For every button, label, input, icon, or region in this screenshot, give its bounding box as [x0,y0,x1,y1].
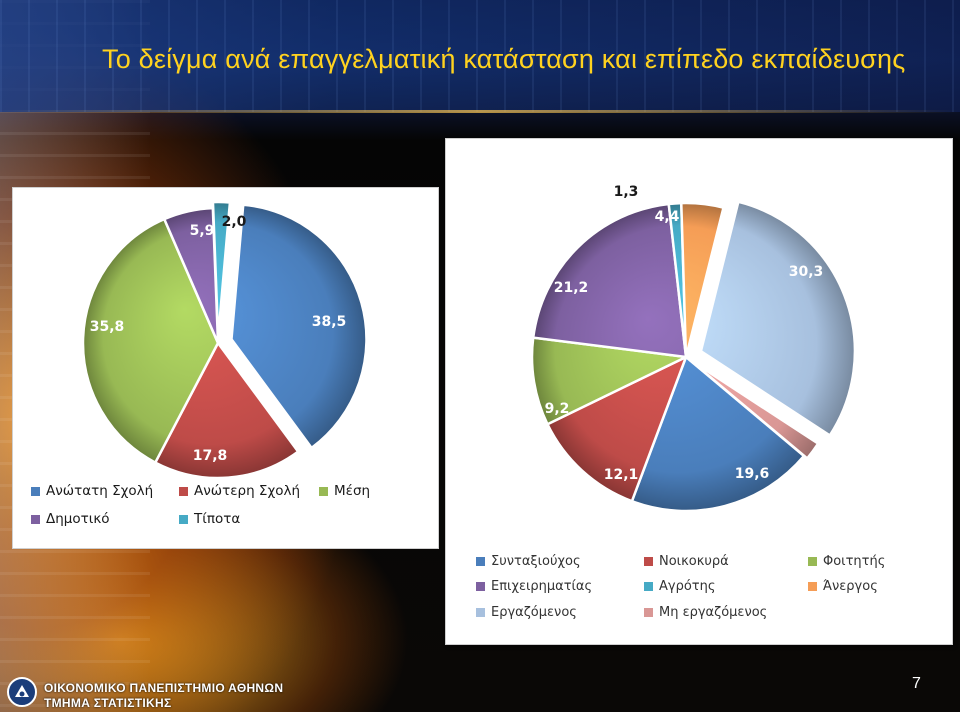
occupation-value-label-2: 12,1 [604,467,639,483]
occupation-legend-item-1: Συνταξιούχος [476,554,581,569]
occupation-legend-swatch-5 [644,582,653,591]
occupation-legend-item-6: Άνεργος [808,579,878,594]
occupation-slice-7 [699,200,857,437]
education-value-label-5: 2,0 [222,214,247,230]
header-band [0,0,960,112]
footer-department: ΤΜΗΜΑ ΣΤΑΤΙΣΤΙΚΗΣ [44,696,172,710]
education-legend-label-3: Μέση [334,483,371,499]
occupation-legend-item-2: Νοικοκυρά [644,554,729,569]
occupation-legend-swatch-6 [808,582,817,591]
occupation-legend-item-7: Εργαζόμενος [476,605,577,620]
occupation-legend-label-1: Συνταξιούχος [491,554,581,569]
education-legend-swatch-1 [31,486,40,496]
occupation-value-label-5: 1,3 [614,184,639,200]
education-chart-panel: 38,5 17,8 35,8 5,9 2,0 Ανώτατη Σχολή Ανώτερη … [12,187,439,549]
occupation-pie-chart: 19,6 12,1 9,2 21,2 1,3 4,4 30,3 [530,184,857,513]
occupation-legend-swatch-8 [644,608,653,617]
occupation-slice-2 [546,355,688,503]
education-value-label-2: 17,8 [193,448,228,464]
education-legend-swatch-2 [179,486,188,496]
occupation-slice-3 [530,336,688,426]
occupation-value-label-3: 9,2 [545,401,570,417]
education-legend-swatch-4 [31,514,40,524]
occupation-legend-label-5: Αγρότης [659,579,716,594]
occupation-legend-label-7: Εργαζόμενος [491,605,577,620]
education-value-label-4: 5,9 [190,223,215,239]
education-legend-label-2: Ανώτερη Σχολή [194,483,301,499]
occupation-legend-label-4: Επιχειρηματίας [491,579,593,594]
education-legend-label-5: Τίποτα [194,511,241,527]
education-slice-2 [154,341,300,480]
occupation-slice-4 [531,202,688,359]
education-legend-swatch-3 [319,486,328,496]
occupation-legend-item-5: Αγρότης [644,579,716,594]
page-number: 7 [912,675,921,692]
occupation-slice-8 [687,358,820,460]
header-divider [0,110,960,113]
education-pie-chart: 38,5 17,8 35,8 5,9 2,0 [81,200,368,480]
occupation-value-label-7: 30,3 [789,264,824,280]
education-legend-item-2: Ανώτερη Σχολή [179,483,300,499]
occupation-legend-label-2: Νοικοκυρά [659,554,729,569]
occupation-legend-item-8: Μη εργαζόμενος [644,605,767,620]
university-seal-icon [7,677,37,707]
occupation-legend-swatch-2 [644,557,653,566]
education-legend-swatch-5 [179,514,188,524]
occupation-value-label-4: 21,2 [554,280,589,296]
slide-title: Το δείγμα ανά επαγγελματική κατάσταση κα… [102,44,906,74]
education-value-label-1: 38,5 [312,314,347,330]
occupation-legend-swatch-1 [476,557,485,566]
education-legend-item-5: Τίποτα [179,511,240,527]
education-legend-label-4: Δημοτικό [46,511,110,527]
occupation-legend-swatch-7 [476,608,485,617]
occupation-slice-1 [630,355,806,513]
occupation-legend-label-3: Φοιτητής [823,554,886,569]
occupation-legend-item-4: Επιχειρηματίας [476,579,592,594]
occupation-legend-item-3: Φοιτητής [808,554,885,569]
occupation-legend-label-8: Μη εργαζόμενος [659,605,768,620]
occupation-slice-6 [680,201,725,359]
education-slice-3 [81,217,220,464]
occupation-legend-swatch-4 [476,582,485,591]
education-legend-label-1: Ανώτατη Σχολή [46,483,154,499]
education-legend-item-1: Ανώτατη Σχολή [31,483,153,499]
footer-university: ΟΙΚΟΝΟΜΙΚΟ ΠΑΝΕΠΙΣΤΗΜΙΟ ΑΘΗΝΩΝ [44,681,284,695]
occupation-value-label-6: 4,4 [655,209,680,225]
education-slice-5 [211,200,232,339]
education-slice-1 [230,203,368,450]
education-legend-item-4: Δημοτικό [31,511,110,527]
education-legend-item-3: Μέση [319,483,370,499]
occupation-legend-swatch-3 [808,557,817,566]
occupation-legend-label-6: Άνεργος [823,579,878,594]
occupation-value-label-1: 19,6 [735,466,770,482]
education-value-label-3: 35,8 [90,319,125,335]
occupation-chart-panel: 19,6 12,1 9,2 21,2 1,3 4,4 30,3 Συνταξιούχος Νο… [445,138,953,645]
